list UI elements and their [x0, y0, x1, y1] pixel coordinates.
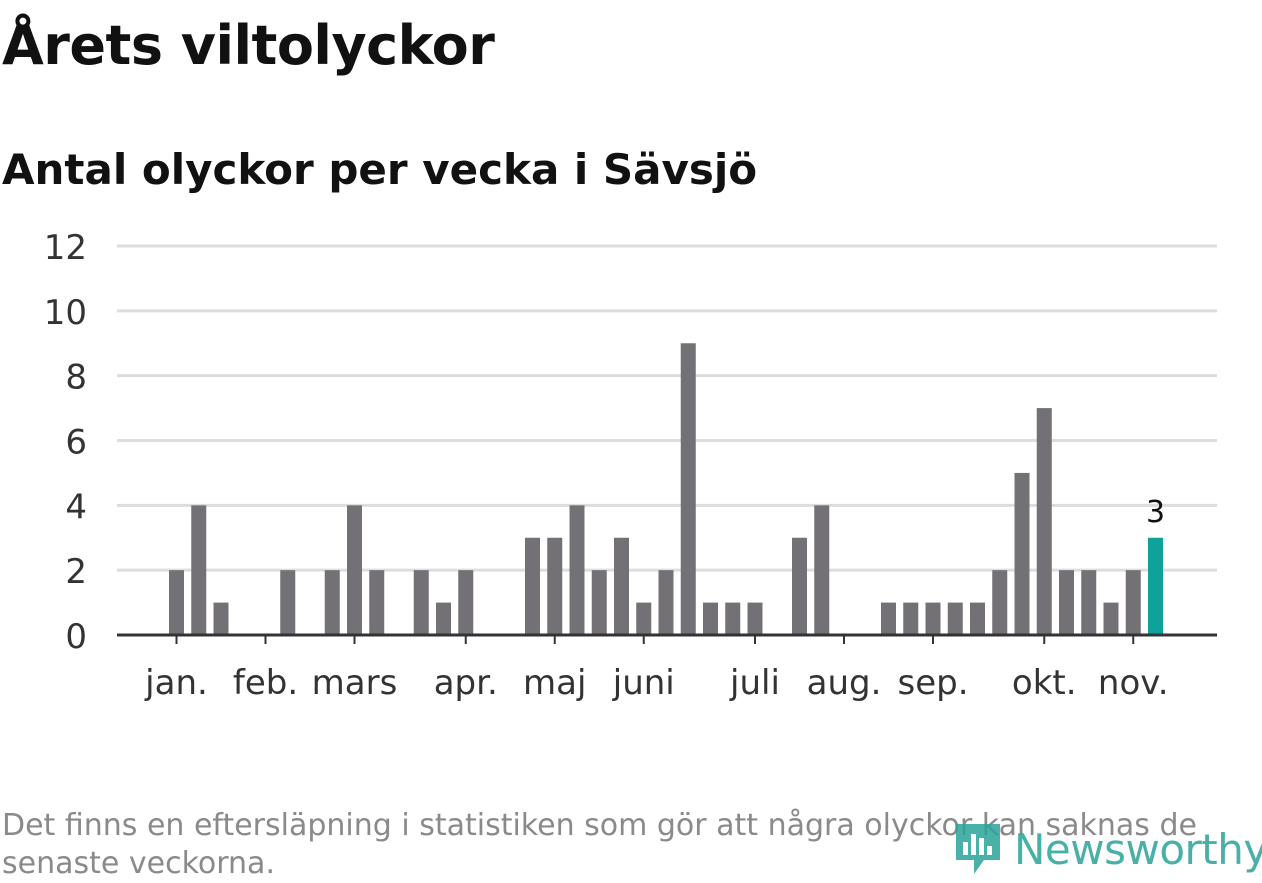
bar: [792, 537, 807, 635]
y-tick-label: 6: [65, 423, 87, 463]
bar: [1036, 408, 1052, 635]
bar: [591, 570, 607, 635]
bar: [658, 570, 674, 635]
chart-subtitle: Antal olyckor per vecka i Sävsjö: [2, 145, 758, 194]
bar: [169, 570, 184, 635]
bar: [925, 602, 941, 635]
bar: [947, 602, 963, 635]
bar: [725, 602, 741, 635]
newsworthy-logo-icon: [956, 824, 1000, 874]
bar: [903, 602, 919, 635]
bar-highlight: [1148, 537, 1163, 635]
x-tick-label: maj: [523, 663, 586, 703]
bar: [814, 505, 830, 635]
data-label: 3: [1146, 495, 1165, 530]
bar: [881, 602, 896, 635]
bar: [324, 570, 340, 635]
x-tick-label: aug.: [807, 663, 882, 703]
y-tick-label: 12: [44, 228, 87, 268]
newsworthy-logo: Newsworthy: [952, 820, 1262, 878]
bar: [280, 570, 296, 635]
y-tick-label: 8: [65, 358, 87, 398]
y-tick-label: 2: [65, 552, 87, 592]
bar: [1059, 570, 1074, 635]
bar-chart: 0 2 4 6 8 10 12 3 jan. feb. mars apr. maj juni juli aug…: [44, 228, 1217, 703]
x-tick-label: sep.: [897, 663, 968, 703]
bar: [614, 537, 629, 635]
y-tick-label: 0: [65, 617, 87, 657]
bar: [1125, 570, 1141, 635]
bar: [213, 602, 229, 635]
bar: [992, 570, 1008, 635]
chart-title: Årets viltolyckor: [2, 14, 495, 77]
bar: [436, 602, 451, 635]
x-tick-label: feb.: [233, 663, 298, 703]
x-tick-label: jan.: [144, 663, 208, 703]
bar: [970, 602, 985, 635]
bar: [369, 570, 385, 635]
bar: [703, 602, 718, 635]
bar: [636, 602, 652, 635]
bar: [1103, 602, 1119, 635]
bar: [1081, 570, 1097, 635]
y-tick-label: 10: [44, 293, 87, 333]
bar: [569, 505, 585, 635]
bar: [1014, 472, 1030, 635]
bar: [680, 343, 696, 635]
x-tick-label: apr.: [434, 663, 498, 703]
bar: [525, 537, 540, 635]
bar: [547, 537, 563, 635]
bar: [458, 570, 474, 635]
y-tick-label: 4: [65, 487, 87, 527]
bar: [747, 602, 763, 635]
x-tick-label: nov.: [1098, 663, 1169, 703]
x-tick-label: juli: [729, 663, 780, 703]
bar: [347, 505, 362, 635]
x-tick-label: juni: [612, 663, 675, 703]
x-tick-label: mars: [312, 663, 398, 703]
x-tick-label: okt.: [1012, 663, 1077, 703]
bar: [191, 505, 207, 635]
bar: [413, 570, 429, 635]
newsworthy-logo-text: Newsworthy: [1014, 824, 1262, 874]
